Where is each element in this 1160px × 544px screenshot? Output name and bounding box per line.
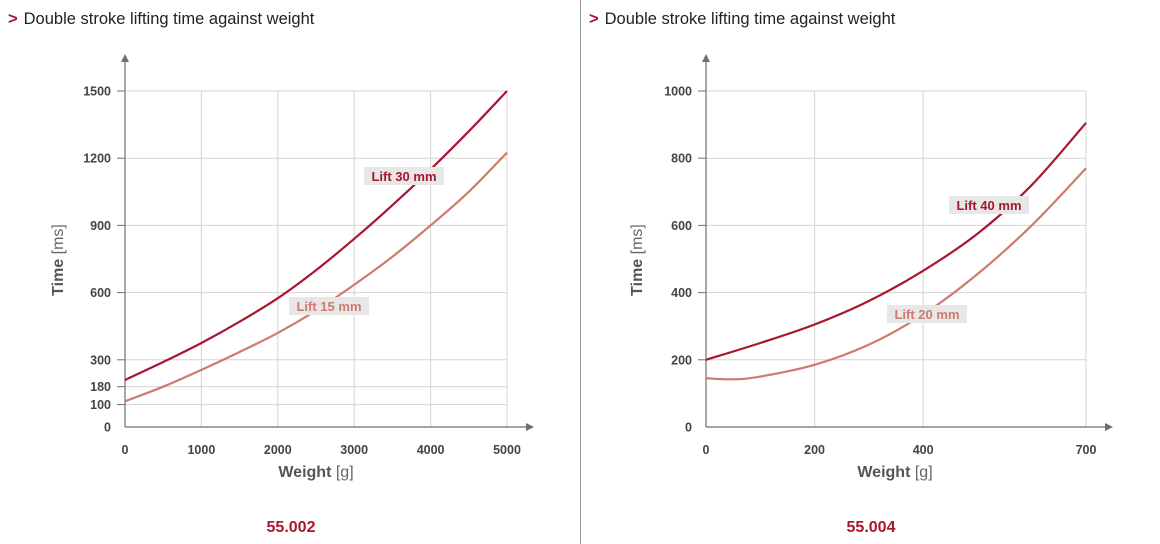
x-tick-label: 4000 [417, 443, 445, 457]
y-tick-label: 900 [90, 219, 111, 233]
chart-plot: 0 100 180 300 600 900 1200 1500 0 1000 2000 3000 400… [50, 54, 534, 481]
x-tick-label: 2000 [264, 443, 292, 457]
x-tick-label: 700 [1076, 443, 1097, 457]
y-tick-label: 400 [671, 286, 692, 300]
x-axis-label: Weight [278, 464, 335, 481]
y-axis-label: Time [629, 254, 646, 296]
series-label-background [887, 305, 967, 323]
series-label: Lift 30 mm [371, 169, 436, 184]
y-tick-label: 0 [104, 421, 111, 435]
x-tick-label: 400 [913, 443, 934, 457]
series-line [124, 151, 508, 403]
series-label-background [289, 297, 369, 315]
x-tick-label: 1000 [187, 443, 215, 457]
chevron-right-icon: > [8, 10, 18, 28]
x-axis-title: Weight [g] [278, 464, 353, 481]
y-tick-label: 180 [90, 380, 111, 394]
y-axis-label: Time [50, 254, 67, 296]
model-number: 55.004 [846, 519, 896, 536]
x-tick-label: 0 [703, 443, 710, 457]
x-tick-label: 5000 [493, 443, 521, 457]
chart-heading: > Double stroke lifting time against weig… [8, 10, 314, 29]
y-tick-label: 100 [90, 398, 111, 412]
y-tick-label: 0 [685, 421, 692, 435]
x-axis-arrow-icon [1105, 423, 1113, 431]
chart-title: Double stroke lifting time against weigh… [23, 10, 315, 28]
y-tick-label: 1000 [664, 85, 692, 99]
x-axis-arrow-icon [526, 423, 534, 431]
y-tick-label: 1500 [83, 85, 111, 99]
series-line [124, 90, 508, 381]
series-label-background [364, 167, 444, 185]
y-axis-unit: [ms] [50, 224, 67, 254]
series-label-background [949, 196, 1029, 214]
x-tick-label: 3000 [340, 443, 368, 457]
y-tick-label: 800 [671, 152, 692, 166]
chart-title: Double stroke lifting time against weigh… [604, 10, 896, 28]
y-tick-label: 600 [90, 286, 111, 300]
model-number: 55.002 [266, 519, 316, 536]
y-tick-label: 600 [671, 219, 692, 233]
series-label: Lift 40 mm [956, 198, 1021, 213]
y-axis-title: Time [ms] [629, 224, 646, 296]
y-tick-label: 200 [671, 353, 692, 367]
x-tick-label: 200 [804, 443, 825, 457]
y-tick-label: 1200 [83, 152, 111, 166]
y-tick-label: 300 [90, 353, 111, 367]
x-axis-label: Weight [857, 464, 914, 481]
chart-panel-right: > Double stroke lifting time against weig… [581, 0, 1160, 544]
series-label: Lift 15 mm [296, 299, 361, 314]
x-tick-label: 0 [122, 443, 129, 457]
chart-panel-left: > Double stroke lifting time against weig… [8, 0, 581, 544]
y-axis-arrow-icon [702, 54, 710, 62]
y-axis-unit: [ms] [629, 224, 646, 254]
y-axis-arrow-icon [121, 54, 129, 62]
chart-plot: 0 200 400 600 800 1000 0 200 400 700 Weight [g] Tim… [629, 54, 1113, 481]
x-axis-title: Weight [g] [857, 464, 932, 481]
x-axis-unit: [g] [336, 464, 354, 481]
series-line [705, 167, 1087, 381]
chevron-right-icon: > [589, 10, 599, 28]
chart-heading: > Double stroke lifting time against weig… [589, 10, 895, 29]
y-axis-title: Time [ms] [50, 224, 67, 296]
series-label: Lift 20 mm [894, 307, 959, 322]
x-axis-unit: [g] [915, 464, 933, 481]
series-line [705, 122, 1087, 361]
